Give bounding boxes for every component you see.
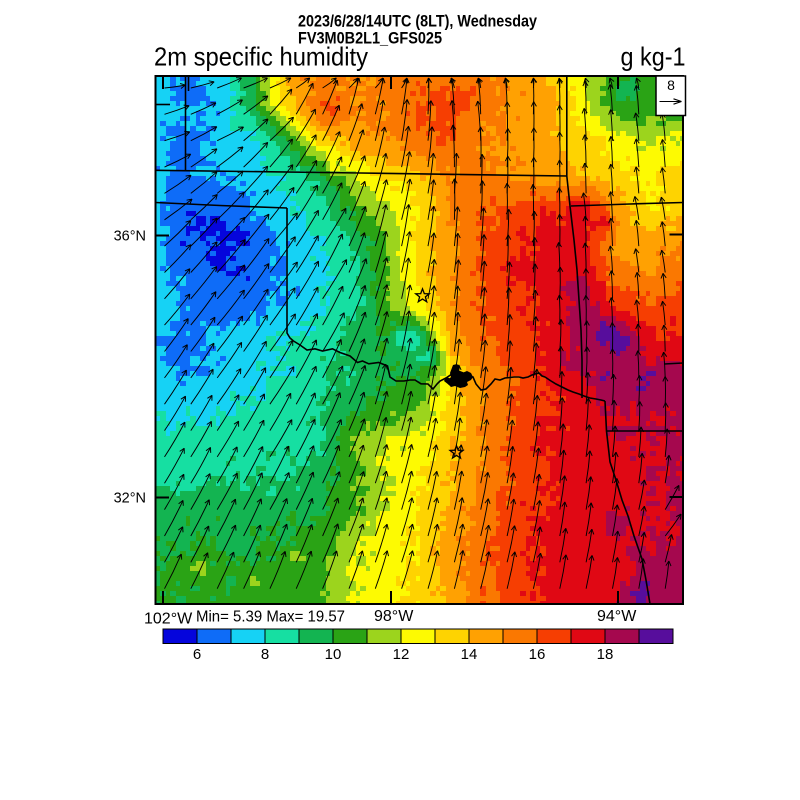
- svg-text:98°W: 98°W: [374, 608, 414, 625]
- svg-text:102°W: 102°W: [144, 611, 193, 628]
- svg-text:g kg-1: g kg-1: [621, 42, 686, 72]
- svg-text:2023/6/28/14UTC (8LT), Wednesd: 2023/6/28/14UTC (8LT), Wednesday: [298, 12, 537, 31]
- svg-text:14: 14: [461, 646, 478, 663]
- svg-text:8: 8: [261, 646, 269, 663]
- svg-text:FV3M0B2L1_GFS025: FV3M0B2L1_GFS025: [298, 29, 442, 48]
- svg-text:18: 18: [597, 646, 614, 663]
- svg-text:32°N: 32°N: [114, 491, 146, 507]
- svg-text:36°N: 36°N: [114, 228, 146, 244]
- svg-text:6: 6: [193, 646, 201, 663]
- svg-text:12: 12: [393, 646, 410, 663]
- svg-text:2m specific humidity: 2m specific humidity: [154, 42, 368, 72]
- svg-text:8: 8: [667, 77, 675, 93]
- svg-text:16: 16: [529, 646, 546, 663]
- svg-text:Min= 5.39 Max= 19.57: Min= 5.39 Max= 19.57: [196, 609, 345, 626]
- svg-text:10: 10: [325, 646, 342, 663]
- svg-text:94°W: 94°W: [597, 608, 637, 625]
